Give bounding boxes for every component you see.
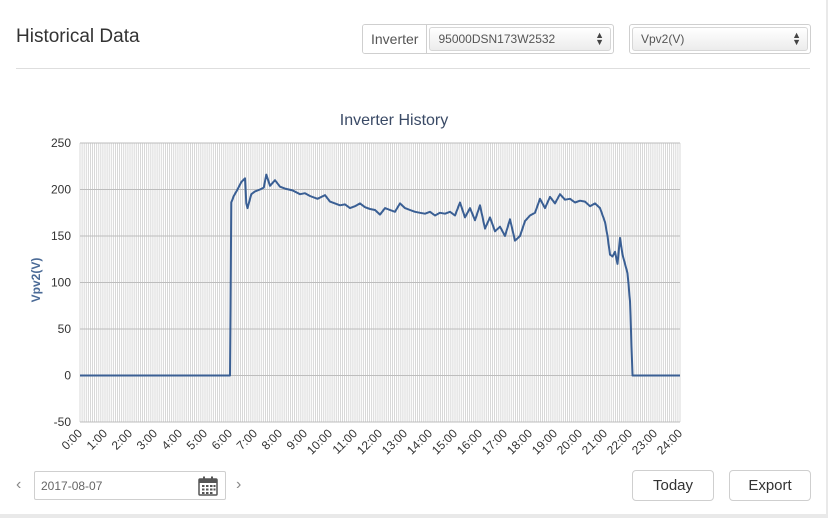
- x-tick-label: 17:00: [479, 426, 510, 457]
- x-tick-label: 6:00: [209, 426, 236, 453]
- inverter-select-group: Inverter 95000DSN173W2532 ▲ ▼: [362, 24, 614, 54]
- date-field[interactable]: [34, 471, 226, 500]
- x-tick-label: 23:00: [629, 426, 660, 457]
- x-tick-label: 4:00: [159, 426, 186, 453]
- y-tick-label: 0: [64, 369, 71, 383]
- page-title: Historical Data: [16, 26, 140, 47]
- metric-select-group: Vpv2(V) ▲ ▼: [629, 24, 811, 54]
- y-tick-label: 200: [51, 183, 71, 197]
- prev-date-button[interactable]: ‹: [16, 476, 22, 493]
- y-tick-label: 250: [51, 136, 71, 150]
- x-tick-label: 5:00: [184, 426, 211, 453]
- date-input[interactable]: [41, 478, 191, 493]
- inverter-select[interactable]: 95000DSN173W2532 ▲ ▼: [429, 27, 611, 51]
- select-arrows-icon: ▲ ▼: [792, 30, 801, 47]
- x-tick-label: 21:00: [579, 426, 610, 457]
- x-tick-label: 16:00: [454, 426, 485, 457]
- x-tick-label: 10:00: [304, 426, 335, 457]
- calendar-icon[interactable]: [197, 475, 219, 497]
- x-tick-label: 22:00: [604, 426, 635, 457]
- metric-select[interactable]: Vpv2(V) ▲ ▼: [632, 27, 808, 51]
- y-tick-label: 100: [51, 276, 71, 290]
- x-tick-label: 11:00: [330, 426, 361, 457]
- header-divider: [16, 68, 810, 69]
- x-tick-label: 15:00: [429, 426, 460, 457]
- select-arrows-icon: ▲ ▼: [595, 30, 604, 47]
- y-tick-label: -50: [54, 415, 72, 429]
- x-tick-label: 12:00: [354, 426, 385, 457]
- y-tick-label: 50: [58, 322, 72, 336]
- today-button[interactable]: Today: [632, 470, 714, 501]
- x-tick-label: 18:00: [504, 426, 535, 457]
- next-date-button[interactable]: ›: [236, 476, 242, 493]
- x-tick-label: 14:00: [404, 426, 435, 457]
- x-tick-label: 7:00: [234, 426, 261, 453]
- x-tick-label: 2:00: [109, 426, 136, 453]
- x-tick-label: 3:00: [134, 426, 161, 453]
- x-tick-label: 24:00: [654, 426, 685, 457]
- chart-title: Inverter History: [340, 112, 448, 129]
- export-button[interactable]: Export: [729, 470, 811, 501]
- series-line-vpv2: [80, 173, 680, 377]
- x-tick-label: 20:00: [554, 426, 585, 457]
- inverter-history-chart: Inverter History -50 0 50 100 150 200 250 0:00…: [29, 112, 686, 457]
- inverter-label: Inverter: [363, 25, 428, 53]
- x-tick-label: 13:00: [379, 426, 410, 457]
- y-axis-label: Vpv2(V): [29, 258, 43, 303]
- y-tick-label: 150: [51, 229, 71, 243]
- x-tick-label: 1:00: [84, 426, 111, 453]
- x-axis-ticks: 0:001:002:003:004:005:006:007:008:009:00…: [59, 426, 686, 457]
- chart-grid: [79, 142, 681, 423]
- inverter-select-value: 95000DSN173W2532: [438, 32, 556, 46]
- x-tick-label: 8:00: [259, 426, 286, 453]
- x-tick-label: 0:00: [59, 426, 86, 453]
- x-tick-label: 19:00: [529, 426, 560, 457]
- metric-select-value: Vpv2(V): [641, 32, 685, 46]
- y-axis-ticks: -50 0 50 100 150 200 250: [51, 136, 71, 429]
